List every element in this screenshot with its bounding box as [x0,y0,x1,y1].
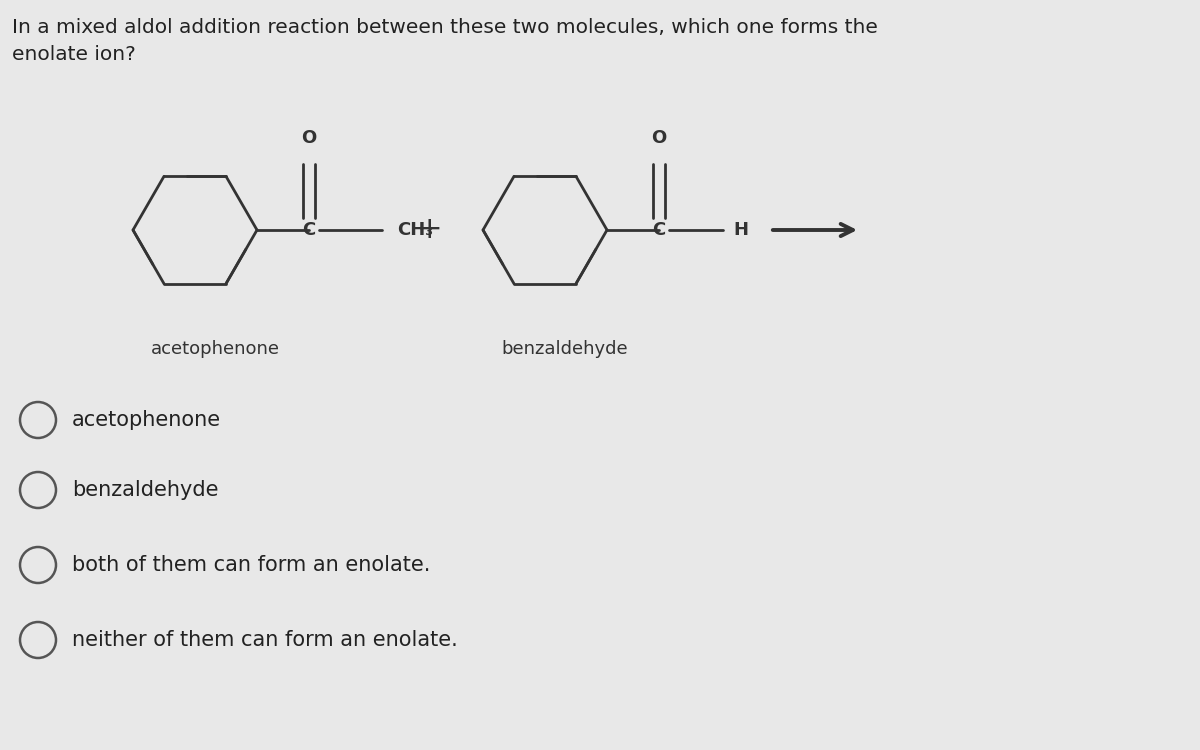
Text: +: + [418,215,443,244]
Text: benzaldehyde: benzaldehyde [72,480,218,500]
Text: H: H [733,221,748,239]
Text: CH₃: CH₃ [397,221,433,239]
Text: acetophenone: acetophenone [150,340,280,358]
Text: O: O [301,129,317,147]
Text: C: C [653,221,666,239]
Text: benzaldehyde: benzaldehyde [502,340,629,358]
Text: O: O [652,129,667,147]
Text: acetophenone: acetophenone [72,410,221,430]
Text: both of them can form an enolate.: both of them can form an enolate. [72,555,431,575]
Text: C: C [302,221,316,239]
Text: neither of them can form an enolate.: neither of them can form an enolate. [72,630,457,650]
Text: In a mixed aldol addition reaction between these two molecules, which one forms : In a mixed aldol addition reaction betwe… [12,18,878,64]
